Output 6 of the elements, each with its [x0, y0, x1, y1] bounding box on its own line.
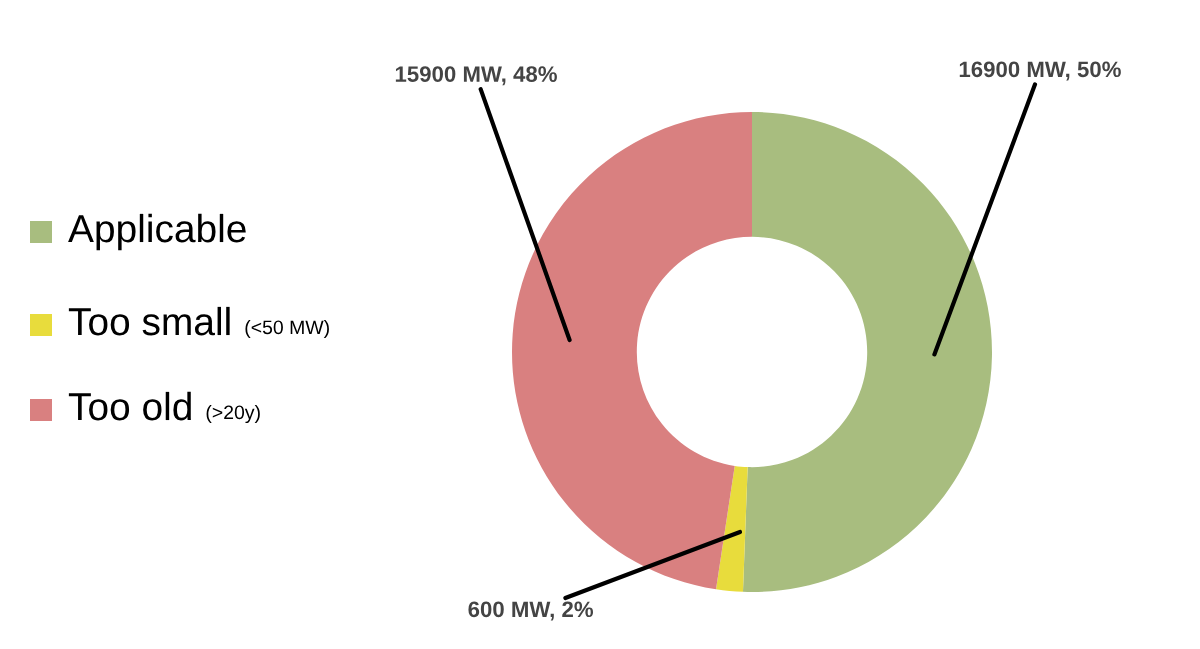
data-label: 15900 MW, 48% — [395, 66, 557, 86]
data-label: 600 MW, 2% — [468, 601, 594, 621]
legend-label: Applicable — [68, 213, 246, 251]
data-label: 16900 MW, 50% — [959, 61, 1121, 81]
legend-label: Too small (<50 MW) — [68, 306, 329, 339]
legend-label: Too old (>20y) — [68, 391, 260, 424]
